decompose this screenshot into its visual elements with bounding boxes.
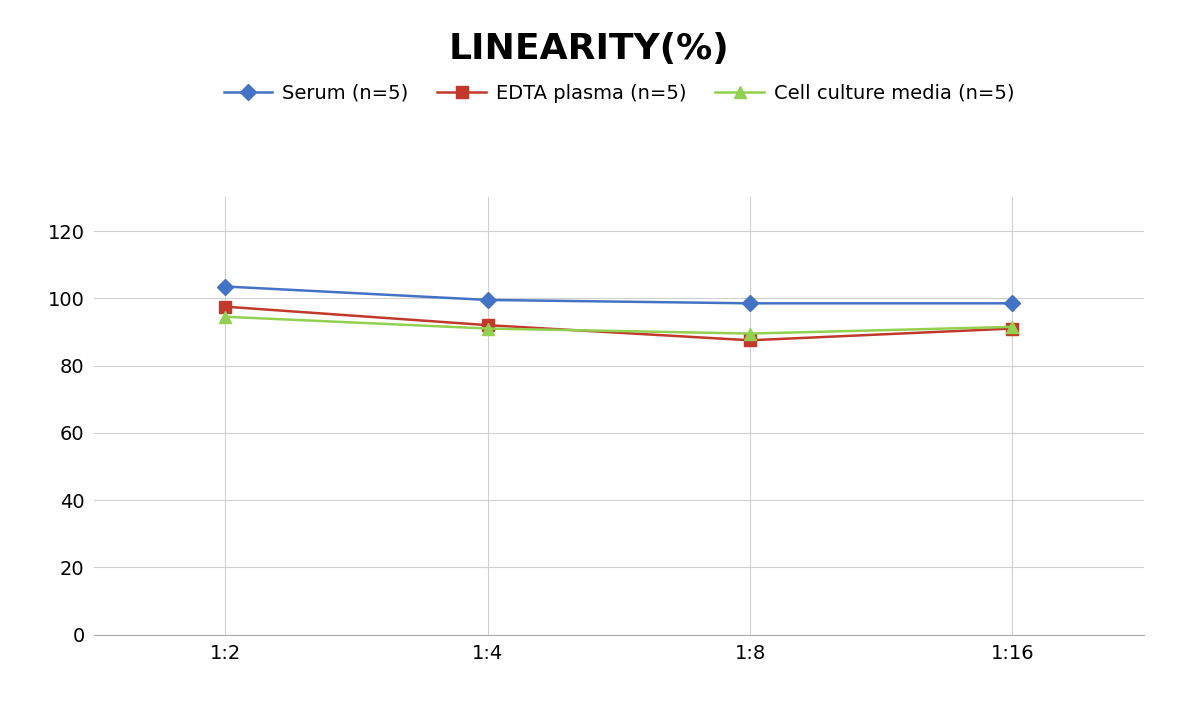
EDTA plasma (n=5): [1006, 324, 1020, 333]
Cell culture media (n=5): [218, 312, 232, 321]
EDTA plasma (n=5): [743, 336, 757, 345]
Serum (n=5): [743, 299, 757, 307]
Line: Serum (n=5): Serum (n=5): [220, 281, 1017, 309]
Cell culture media (n=5): [1006, 323, 1020, 331]
Text: LINEARITY(%): LINEARITY(%): [449, 32, 730, 66]
EDTA plasma (n=5): [218, 302, 232, 311]
EDTA plasma (n=5): [481, 321, 495, 329]
Serum (n=5): [481, 295, 495, 304]
Serum (n=5): [218, 282, 232, 290]
Line: Cell culture media (n=5): Cell culture media (n=5): [220, 311, 1017, 339]
Serum (n=5): [1006, 299, 1020, 307]
Cell culture media (n=5): [743, 329, 757, 338]
Cell culture media (n=5): [481, 324, 495, 333]
Legend: Serum (n=5), EDTA plasma (n=5), Cell culture media (n=5): Serum (n=5), EDTA plasma (n=5), Cell cul…: [216, 76, 1022, 111]
Line: EDTA plasma (n=5): EDTA plasma (n=5): [220, 301, 1017, 346]
